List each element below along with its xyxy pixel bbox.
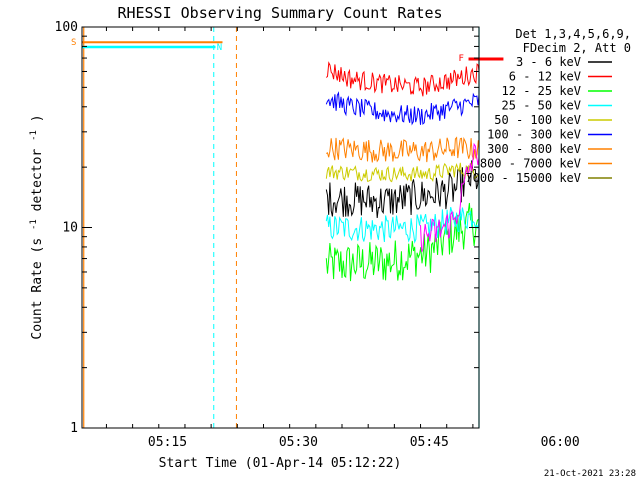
legend-label-8: 7000 - 15000 keV	[465, 171, 581, 185]
legend-label-2: 12 - 25 keV	[502, 84, 581, 98]
legend-label-7: 800 - 7000 keV	[480, 157, 581, 171]
annotation-night_marker: N	[217, 43, 222, 53]
legend-label-4: 50 - 100 keV	[494, 113, 581, 127]
annotation-saa_marker: S	[71, 38, 76, 48]
annotation-flare_marker: F	[459, 54, 464, 64]
x-tick-label-1: 05:30	[279, 435, 318, 450]
legend-label-1: 6 - 12 keV	[509, 70, 581, 84]
legend-label-6: 300 - 800 keV	[487, 142, 581, 156]
y-axis-label-exponent-2: -1	[29, 130, 39, 141]
footer-timestamp: 21-Oct-2021 23:28	[544, 469, 636, 479]
y-axis-label-end: )	[30, 114, 45, 122]
y-axis-label: Count Rate (s -1 detector -1 )	[25, 114, 45, 339]
x-tick-label-0: 05:15	[148, 435, 187, 450]
legend-label-0: 3 - 6 keV	[516, 55, 581, 69]
x-axis-label: Start Time (01-Apr-14 05:12:22)	[159, 456, 402, 471]
legend-header-line-2: FDecim 2, Att 0	[523, 41, 631, 55]
y-axis: 1 10 100	[55, 20, 479, 436]
legend-label-5: 100 - 300 keV	[487, 128, 581, 142]
y-tick-label-1: 10	[62, 221, 78, 236]
y-tick-label-0: 1	[70, 421, 78, 436]
y-axis-label-exponent-1: -1	[29, 219, 39, 230]
y-axis-label-main: Count Rate (s	[30, 238, 45, 340]
legend-label-3: 25 - 50 keV	[502, 99, 581, 113]
y-axis-label-middle: detector	[30, 149, 45, 212]
y-tick-label-2: 100	[55, 20, 78, 35]
legend-header-line-1: Det 1,3,4,5,6,9,	[515, 27, 631, 41]
x-tick-label-3: 06:00	[541, 435, 580, 450]
x-tick-label-2: 05:45	[410, 435, 449, 450]
legend: Det 1,3,4,5,6,9, FDecim 2, Att 0 3 - 6 k…	[465, 27, 631, 185]
chart-title: RHESSI Observing Summary Count Rates	[117, 4, 442, 22]
